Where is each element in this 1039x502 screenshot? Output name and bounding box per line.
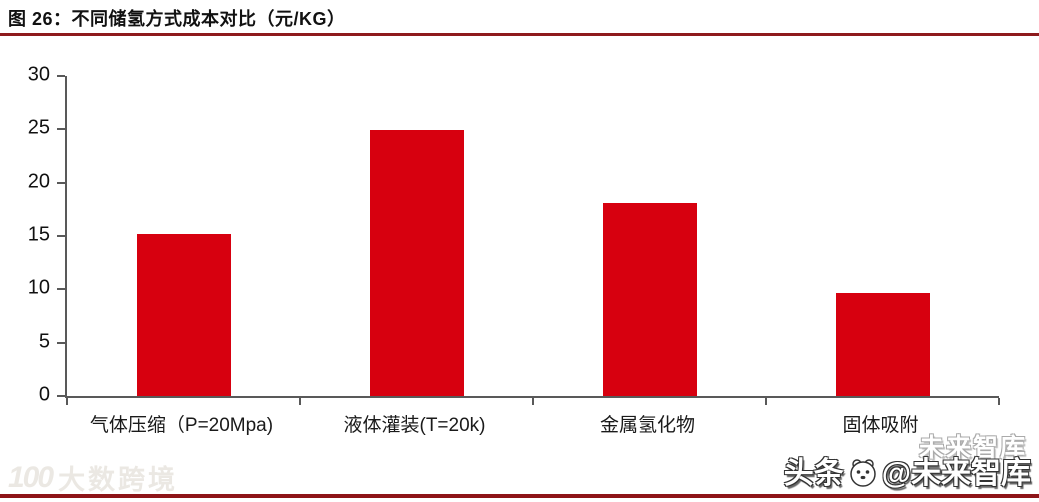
y-axis-tick-label: 30	[27, 63, 50, 86]
y-tick-mark	[57, 128, 65, 131]
x-tick-mark	[765, 398, 767, 405]
y-axis-tick-label: 25	[27, 116, 50, 139]
x-tick-mark	[66, 398, 68, 405]
watermark-left-text: 大数跨境	[58, 465, 179, 495]
x-tick-mark	[998, 398, 1000, 405]
watermark-dashukuajing: 100 大数跨境	[8, 458, 178, 497]
watermark-ghost-text: 未来智库	[918, 434, 1027, 462]
y-axis-tick-label: 10	[27, 276, 50, 299]
x-axis-category-label: 液体灌装(T=20k)	[343, 415, 486, 436]
y-axis-tick-labels: 0 5 10 15 20 25 30	[0, 64, 50, 406]
bar-4	[835, 292, 930, 396]
y-tick-mark	[57, 341, 65, 344]
watermark-handle: @未来智库	[881, 457, 1031, 490]
bar-2	[369, 130, 464, 396]
x-tick-mark	[532, 398, 534, 405]
bottom-divider	[0, 494, 1039, 498]
y-tick-mark	[57, 181, 65, 184]
y-tick-mark	[57, 75, 65, 77]
y-axis-tick-label: 20	[27, 170, 50, 193]
watermark-toutiao: 未来智库 头条 @未来智库	[784, 434, 1031, 492]
bar-3	[602, 202, 697, 396]
x-axis-category-label: 气体压缩（P=20Mpa)	[89, 415, 274, 436]
x-axis-category-labels: 气体压缩（P=20Mpa) 液体灌装(T=20k) 金属氢化物 固体吸附	[65, 410, 997, 440]
y-axis-tick-label: 5	[38, 330, 50, 353]
dashu-100-logo-icon: 100	[8, 460, 54, 494]
y-axis-tick-label: 0	[38, 383, 50, 406]
y-tick-mark	[57, 395, 65, 397]
x-tick-mark	[299, 398, 301, 405]
bar-chart-plot-area	[57, 75, 1000, 405]
watermark-prefix: 头条	[783, 457, 844, 490]
y-tick-mark	[57, 288, 65, 291]
bar-1	[136, 233, 231, 396]
y-tick-mark	[57, 235, 65, 237]
panda-mascot-icon	[846, 456, 880, 498]
y-axis-tick-label: 15	[27, 223, 50, 246]
watermark-main-text: 头条 @未来智库	[784, 448, 1031, 492]
figure-title: 图 26：不同储氢方式成本对比（元/KG）	[8, 9, 346, 29]
x-axis-category-label: 金属氢化物	[599, 415, 695, 436]
title-divider	[0, 33, 1039, 36]
x-axis-category-label: 固体吸附	[842, 415, 919, 436]
